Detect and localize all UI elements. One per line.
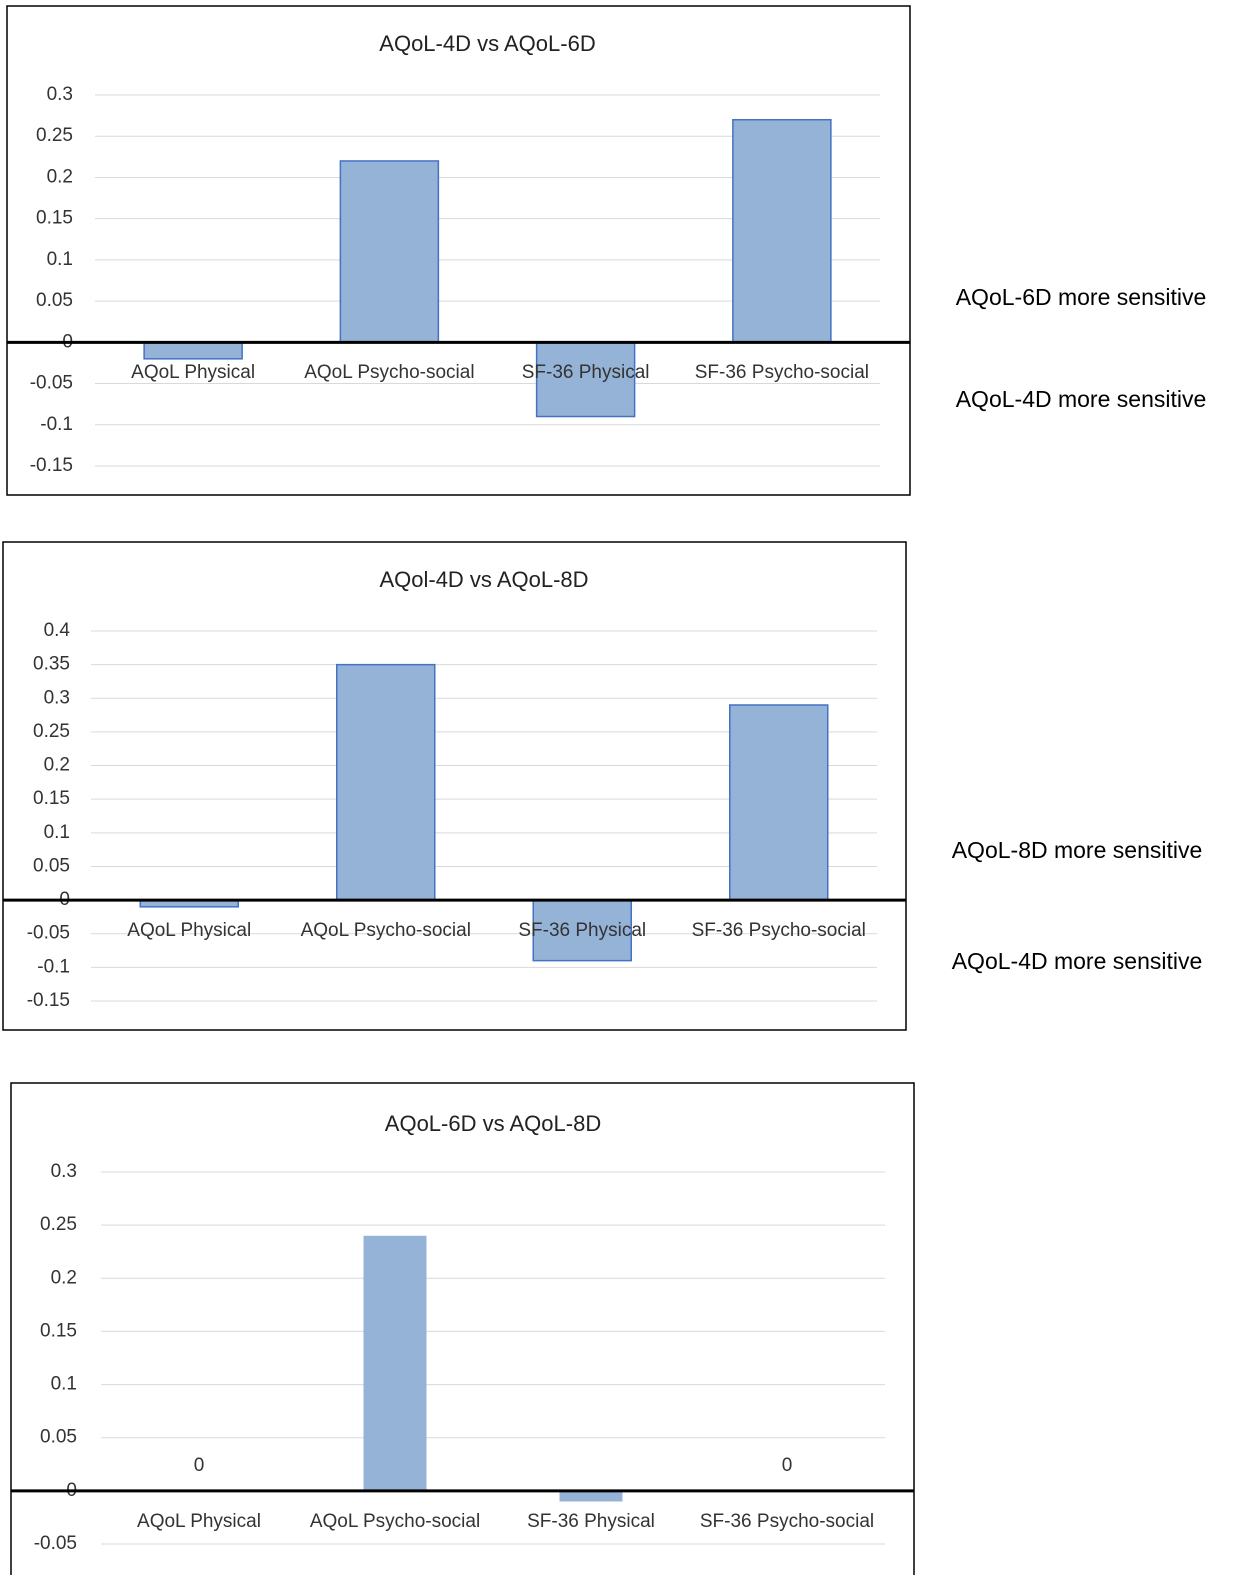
y-tick-label: 0.1	[47, 249, 73, 270]
x-tick-label: SF-36 Psycho-social	[695, 362, 869, 383]
y-tick-label: 0.15	[36, 208, 73, 229]
bar	[363, 1235, 427, 1491]
bar	[535, 341, 636, 418]
y-tick-label: 0.25	[33, 721, 70, 742]
y-tick-label: -0.1	[37, 956, 70, 977]
chart-title: AQoL-6D vs AQoL-8D	[385, 1111, 601, 1136]
chart-title: AQol-4D vs AQoL-8D	[379, 567, 588, 592]
bar	[336, 663, 436, 901]
y-tick-label: 0.25	[36, 125, 73, 146]
y-tick-label: 0.1	[44, 822, 70, 843]
y-tick-label: 0.4	[44, 620, 71, 641]
annotation: AQoL-4D more sensitive	[952, 948, 1203, 974]
x-tick-label: SF-36 Physical	[518, 920, 646, 941]
y-tick-label: 0.3	[44, 687, 70, 708]
chart: AQol-4D vs AQoL-8D-0.15-0.1-0.0500.050.1…	[2, 541, 907, 1031]
y-tick-label: 0.2	[44, 755, 70, 776]
bar	[532, 899, 632, 962]
y-tick-label: 0.05	[40, 1427, 77, 1448]
y-tick-label: 0.1	[51, 1374, 77, 1395]
y-tick-label: 0.15	[33, 788, 70, 809]
bar	[729, 704, 829, 901]
y-tick-label: 0.2	[47, 166, 73, 187]
y-tick-label: -0.15	[30, 455, 73, 476]
annotation: AQoL-4D more sensitive	[956, 386, 1207, 412]
data-label: 0	[194, 1455, 205, 1476]
x-tick-label: SF-36 Psycho-social	[692, 920, 866, 941]
chart-frame	[10, 1082, 915, 1575]
x-tick-label: SF-36 Physical	[527, 1511, 655, 1532]
x-tick-label: AQoL Psycho-social	[310, 1511, 480, 1532]
y-tick-label: 0.3	[51, 1161, 77, 1182]
x-tick-label: AQoL Physical	[137, 1511, 261, 1532]
bar	[143, 341, 243, 360]
bar	[732, 118, 832, 344]
bar	[559, 1490, 623, 1502]
chart-title: AQoL-4D vs AQoL-6D	[379, 31, 595, 56]
data-label: 0	[782, 1455, 793, 1476]
x-tick-label: SF-36 Psycho-social	[700, 1511, 874, 1532]
chart: AQoL-4D vs AQoL-6D-0.15-0.1-0.0500.050.1…	[6, 5, 911, 496]
x-tick-label: AQoL Physical	[127, 920, 251, 941]
y-tick-label: 0.05	[36, 290, 73, 311]
y-tick-label: -0.15	[27, 990, 70, 1011]
annotation: AQoL-6D more sensitive	[956, 284, 1207, 310]
y-tick-label: -0.05	[27, 923, 70, 944]
x-tick-label: AQoL Psycho-social	[304, 362, 474, 383]
y-tick-label: -0.05	[30, 373, 73, 394]
bar	[339, 160, 440, 344]
y-tick-label: -0.1	[40, 414, 73, 435]
y-tick-label: 0.25	[40, 1214, 77, 1235]
y-tick-label: 0.3	[47, 84, 73, 105]
y-tick-label: 0.35	[33, 654, 70, 675]
y-tick-label: 0.15	[40, 1320, 77, 1341]
annotation: AQoL-8D more sensitive	[952, 837, 1203, 863]
y-tick-label: -0.05	[34, 1533, 77, 1554]
x-tick-label: AQoL Physical	[131, 362, 255, 383]
y-tick-label: 0.2	[51, 1267, 77, 1288]
chart: AQoL-6D vs AQoL-8D -0.05 0 0.05 0.1 0.15 0.2 0.…	[10, 1082, 915, 1575]
x-tick-label: SF-36 Physical	[522, 362, 650, 383]
x-tick-label: AQoL Psycho-social	[301, 920, 471, 941]
y-tick-label: 0.05	[33, 855, 70, 876]
